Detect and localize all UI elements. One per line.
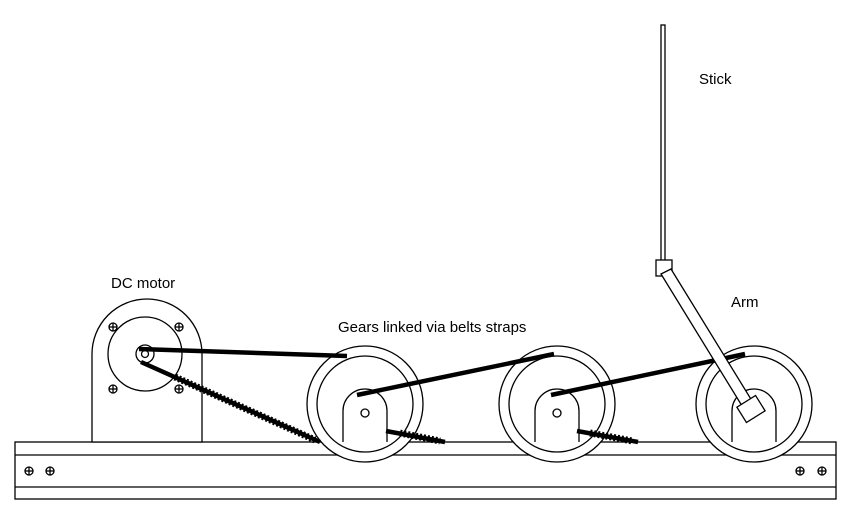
belt-pulley-1-pulley-2 [356,351,555,445]
motor-screw-bl [108,384,118,394]
pulley-1 [306,345,424,463]
motor-screw-tl [108,322,118,332]
base-rail [14,441,837,500]
motor-screw-tr [174,322,184,332]
arm-label: Arm [731,294,759,311]
dc-motor [91,298,203,443]
stick [655,24,673,277]
base-screw-right-1 [795,466,805,476]
gears-label: Gears linked via belts straps [338,319,526,336]
stick-label: Stick [699,71,732,88]
motor-screw-br [174,384,184,394]
base-screw-right-2 [817,466,827,476]
belt-motor-pulley-1 [138,346,348,445]
base-screw-left-1 [24,466,34,476]
belt-pulley-2-pulley-3 [550,351,746,445]
motor-label: DC motor [111,275,175,292]
arm [660,268,766,424]
base-screw-left-2 [45,466,55,476]
